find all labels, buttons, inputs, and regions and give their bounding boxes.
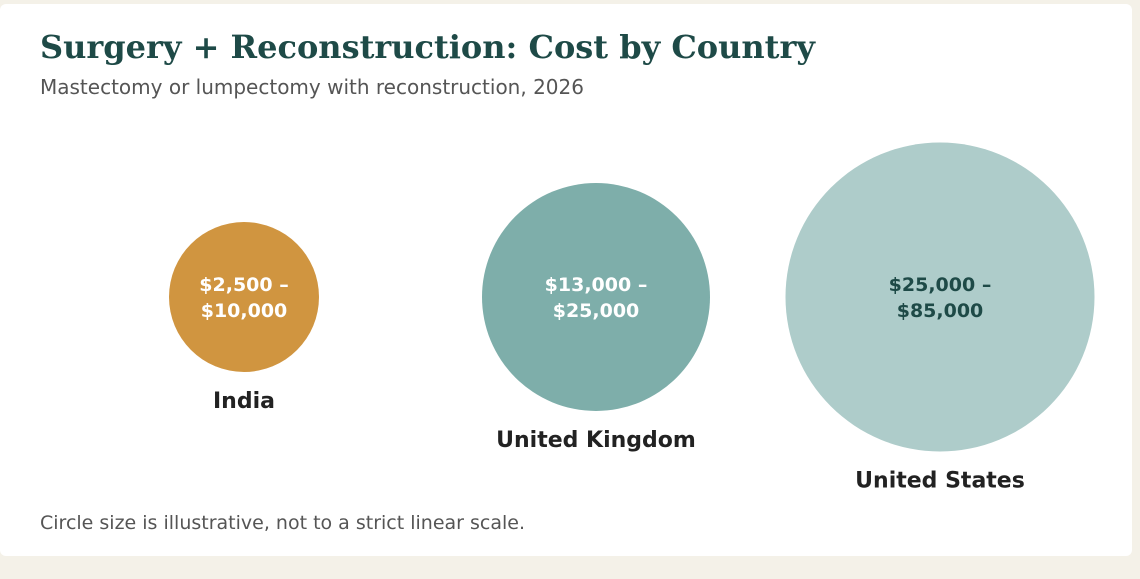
- country-label-united-kingdom: United Kingdom: [496, 428, 696, 453]
- bubble-india: [169, 222, 319, 372]
- chart-footnote: Circle size is illustrative, not to a st…: [40, 512, 526, 534]
- chart-subtitle: Mastectomy or lumpectomy with reconstruc…: [40, 75, 584, 99]
- country-label-india: India: [213, 389, 275, 414]
- bubble-united-states: [785, 142, 1095, 452]
- bubble-range-label-united-kingdom: $13,000 –: [545, 274, 648, 296]
- bubble-range-label-united-states: $25,000 –: [889, 274, 992, 296]
- bubble-united-kingdom: [482, 183, 710, 411]
- bubble-range-label-united-states: $85,000: [897, 300, 984, 322]
- bubble-range-label-india: $10,000: [201, 300, 288, 322]
- bubble-range-label-india: $2,500 –: [199, 274, 288, 296]
- country-label-united-states: United States: [855, 469, 1025, 494]
- chart-title: Surgery + Reconstruction: Cost by Countr…: [40, 28, 815, 66]
- bubble-range-label-united-kingdom: $25,000: [553, 300, 640, 322]
